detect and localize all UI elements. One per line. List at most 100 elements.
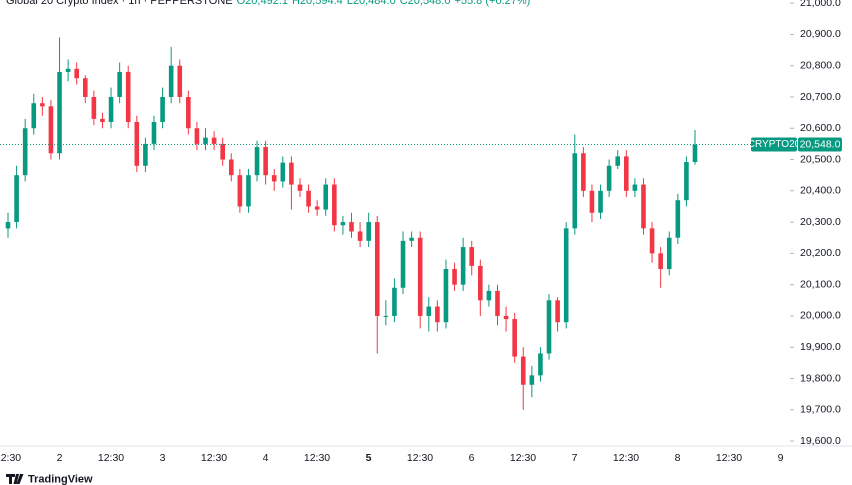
candle-body (57, 71, 62, 154)
candle-body (203, 137, 208, 144)
y-tick-label: 20,800.0 (800, 59, 841, 71)
x-tick-label: 12:30 (98, 452, 124, 464)
candle-body (658, 253, 663, 270)
candle-body (409, 237, 414, 241)
last-price-tag (798, 137, 842, 152)
candle-body (383, 315, 389, 317)
candle-body (598, 190, 603, 213)
y-tick-label: 20,100.0 (800, 278, 841, 290)
candle-body (48, 106, 54, 154)
candle-body (177, 65, 183, 97)
y-tick-label: 20,700.0 (800, 91, 841, 103)
candle-body (211, 137, 217, 144)
header-change: +55.8 (+0.27%) (454, 0, 530, 7)
y-tick-label: 20,300.0 (800, 216, 841, 228)
header-title: Global 20 Crypto Index · 1h · PEPPERSTON… (6, 0, 233, 7)
x-tick-label: 9 (778, 452, 784, 464)
candle-body (160, 96, 165, 122)
x-tick-label: 6 (469, 452, 475, 464)
candle-body (340, 222, 346, 226)
x-tick-label: 12:30 (0, 452, 21, 464)
symbol-tag-label: CRYPTO20 (748, 139, 801, 150)
x-tick-label: 7 (572, 452, 578, 464)
candle-body (271, 175, 277, 182)
x-tick-label: 12:30 (304, 452, 330, 464)
candle-body (495, 290, 500, 316)
candle-body (125, 71, 131, 122)
candle-body (100, 118, 105, 122)
x-tick-label: 12:30 (716, 452, 742, 464)
candle-body (478, 265, 483, 301)
y-tick-label: 21,000.0 (800, 0, 841, 9)
candle-body (220, 143, 225, 160)
y-tick-label: 19,700.0 (800, 404, 841, 416)
candle-body (151, 121, 157, 144)
x-tick-label: 12:30 (613, 452, 639, 464)
candle-body (546, 300, 552, 354)
candle-body (297, 184, 303, 191)
last-price-label: 20,548.0 (800, 138, 841, 150)
candle-body (134, 121, 140, 166)
x-tick-label: 5 (366, 452, 372, 464)
y-tick-label: 19,800.0 (800, 372, 841, 384)
y-tick-label: 20,000.0 (800, 310, 841, 322)
candle-body (5, 222, 11, 229)
candle-body (632, 184, 638, 191)
candle-body (443, 269, 449, 323)
candle-body (332, 184, 337, 226)
candle-body (460, 247, 466, 285)
candle-body (692, 144, 698, 163)
candle-body (563, 228, 569, 323)
candle-body (641, 184, 646, 229)
candle-body (469, 247, 475, 266)
symbol-tag (751, 137, 797, 152)
candle-body (143, 143, 148, 166)
candle-body (520, 356, 526, 385)
x-tick-label: 12:30 (407, 452, 433, 464)
candle-body (666, 237, 672, 270)
logo-icon (6, 474, 24, 484)
candle-body (572, 153, 578, 229)
y-tick-label: 20,400.0 (800, 185, 841, 197)
candle-body (684, 162, 689, 201)
candle-body (624, 156, 629, 191)
y-tick-label: 20,500.0 (800, 153, 841, 165)
candle-body (529, 375, 535, 385)
y-tick-label: 20,600.0 (800, 122, 841, 134)
candle-body (237, 175, 243, 207)
candle-body (314, 206, 320, 210)
x-tick-label: 12:30 (201, 452, 227, 464)
candle-body (349, 222, 354, 232)
candle-body (246, 175, 251, 207)
x-tick-label: 8 (675, 452, 681, 464)
candle-body (400, 240, 406, 288)
header: Global 20 Crypto Index · 1h · PEPPERSTON… (6, 0, 530, 7)
x-tick-label: 3 (160, 452, 166, 464)
candle-body (194, 128, 200, 144)
header-ohlc: O20,492.1 (237, 0, 288, 7)
candle-body (108, 96, 114, 122)
candle-body (417, 237, 423, 316)
candle-body (280, 162, 286, 182)
logo-text: TradingView (28, 473, 93, 485)
candle-body (228, 159, 234, 176)
y-tick-label: 20,900.0 (800, 28, 841, 40)
candle-body (323, 184, 329, 210)
candle-body (357, 231, 363, 241)
candle-body (168, 65, 174, 97)
candle-body (615, 156, 621, 166)
candle-body (426, 306, 432, 316)
candle-body (589, 190, 595, 213)
candle-body (675, 200, 681, 238)
candle-body (555, 300, 560, 323)
candle-body (31, 103, 37, 129)
candle-body (254, 147, 260, 176)
header-ohlc: C20,548.0 (400, 0, 451, 7)
candle-body (374, 222, 380, 316)
candle-body (82, 78, 88, 97)
candle-body (366, 222, 371, 241)
candle-body (186, 96, 191, 129)
candle-body (40, 103, 45, 107)
header-ohlc: L20,484.0 (347, 0, 396, 7)
